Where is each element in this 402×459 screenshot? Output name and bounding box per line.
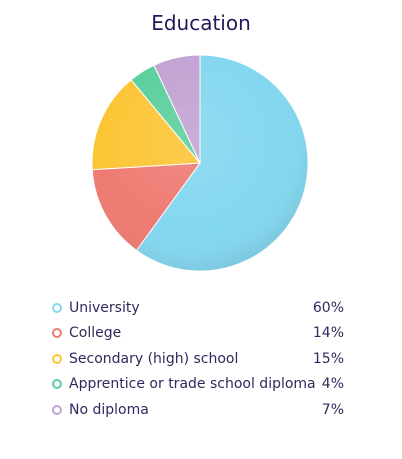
- legend-marker-icon: [52, 379, 62, 390]
- legend-marker-icon: [52, 353, 62, 364]
- legend-value: 60%: [312, 299, 344, 316]
- legend-marker-icon: [52, 328, 62, 339]
- legend-value: 14%: [312, 325, 344, 342]
- legend-item-college[interactable]: College 14%: [52, 321, 344, 347]
- legend-marker-icon: [52, 302, 62, 313]
- pie-chart: [91, 54, 309, 272]
- legend-item-secondary-high-school[interactable]: Secondary (high) school 15%: [52, 346, 344, 372]
- legend-marker-icon: [52, 404, 62, 415]
- legend-item-no-diploma[interactable]: No diploma 7%: [52, 397, 344, 423]
- legend-value: 7%: [321, 401, 344, 418]
- legend-label: University: [69, 299, 140, 316]
- legend-label: Apprentice or trade school diploma: [69, 376, 316, 393]
- legend-value: 15%: [312, 350, 344, 367]
- chart-title: Education: [151, 11, 251, 35]
- legend-label: Secondary (high) school: [69, 350, 239, 367]
- legend-item-university[interactable]: University 60%: [52, 295, 344, 321]
- legend-value: 4%: [321, 376, 344, 393]
- legend-item-apprentice-or-trade-school-diploma[interactable]: Apprentice or trade school diploma 4%: [52, 372, 344, 398]
- legend-label: College: [69, 325, 122, 342]
- legend: University 60% College 14% Secondary (high) …: [52, 295, 344, 423]
- legend-label: No diploma: [69, 401, 149, 418]
